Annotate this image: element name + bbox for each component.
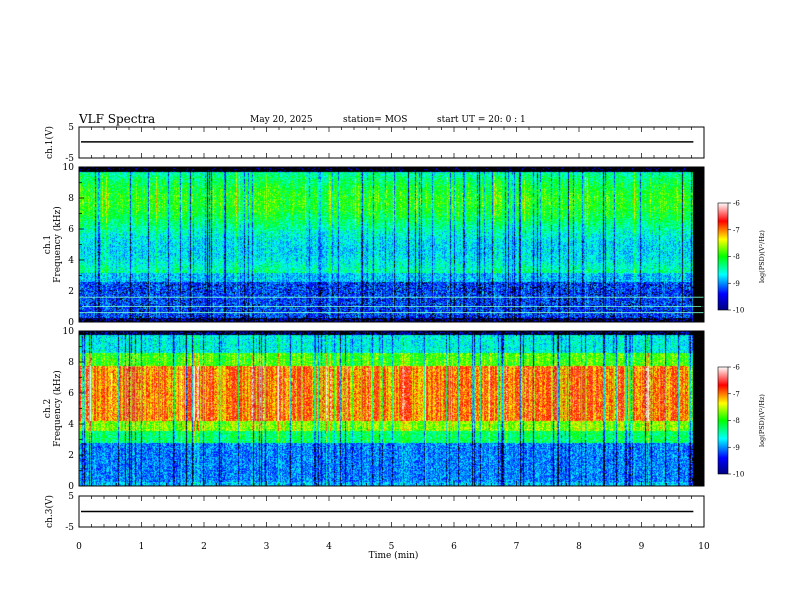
- y-tick-label: 6: [68, 225, 74, 235]
- colorbar-tick-label: -6: [733, 200, 740, 208]
- x-tick-label: 3: [264, 542, 270, 552]
- x-tick-label: 2: [201, 542, 207, 552]
- y-axis-label: ch.3(V): [44, 495, 55, 528]
- x-tick-label: 1: [139, 542, 145, 552]
- y-tick-label: 8: [68, 194, 74, 204]
- colorbar-label: log(PSD)(V²/Hz): [758, 230, 766, 283]
- y-tick-label: 5: [68, 123, 74, 133]
- colorbar: [718, 203, 728, 310]
- colorbar-tick-label: -6: [733, 364, 740, 372]
- colorbar-tick-label: -9: [733, 444, 740, 452]
- y-axis-label: ch.1(V): [44, 126, 55, 159]
- y-tick-label: 8: [68, 358, 74, 368]
- spectrogram-image-ch1: [79, 167, 704, 322]
- y-tick-label: 2: [68, 451, 74, 461]
- x-tick-label: 6: [451, 542, 457, 552]
- y-axis-label: ch.1: [43, 235, 53, 254]
- colorbar-label: log(PSD)(V²/Hz): [758, 394, 766, 447]
- colorbar-tick-label: -8: [733, 417, 740, 425]
- y-tick-label: 10: [63, 163, 75, 173]
- x-tick-label: 4: [326, 542, 332, 552]
- colorbar-tick-label: -7: [733, 226, 740, 234]
- x-tick-label: 8: [576, 542, 582, 552]
- x-axis-label: Time (min): [369, 550, 419, 561]
- colorbar: [718, 367, 728, 474]
- x-tick-label: 7: [514, 542, 520, 552]
- x-tick-label: 10: [698, 542, 710, 552]
- colorbar-tick-label: -10: [733, 471, 744, 479]
- y-tick-label: 0: [68, 482, 74, 492]
- y-tick-label: 10: [63, 327, 75, 337]
- colorbar-tick-label: -7: [733, 390, 740, 398]
- y-tick-label: 6: [68, 389, 74, 399]
- y-tick-label: 4: [68, 420, 74, 430]
- y-tick-label: 5: [68, 492, 74, 502]
- y-axis-label: Frequency (kHz): [52, 206, 63, 283]
- spectrogram-image-ch2: [79, 331, 704, 486]
- y-tick-label: 2: [68, 287, 74, 297]
- x-tick-label: 9: [639, 542, 645, 552]
- x-tick-label: 0: [76, 542, 82, 552]
- colorbar-tick-label: -10: [733, 307, 744, 315]
- y-tick-label: -5: [65, 523, 74, 533]
- y-tick-label: 4: [68, 256, 74, 266]
- y-axis-label: Frequency (kHz): [52, 370, 63, 447]
- colorbar-tick-label: -8: [733, 253, 740, 261]
- colorbar-tick-label: -9: [733, 280, 740, 288]
- y-axis-label: ch.2: [43, 399, 53, 418]
